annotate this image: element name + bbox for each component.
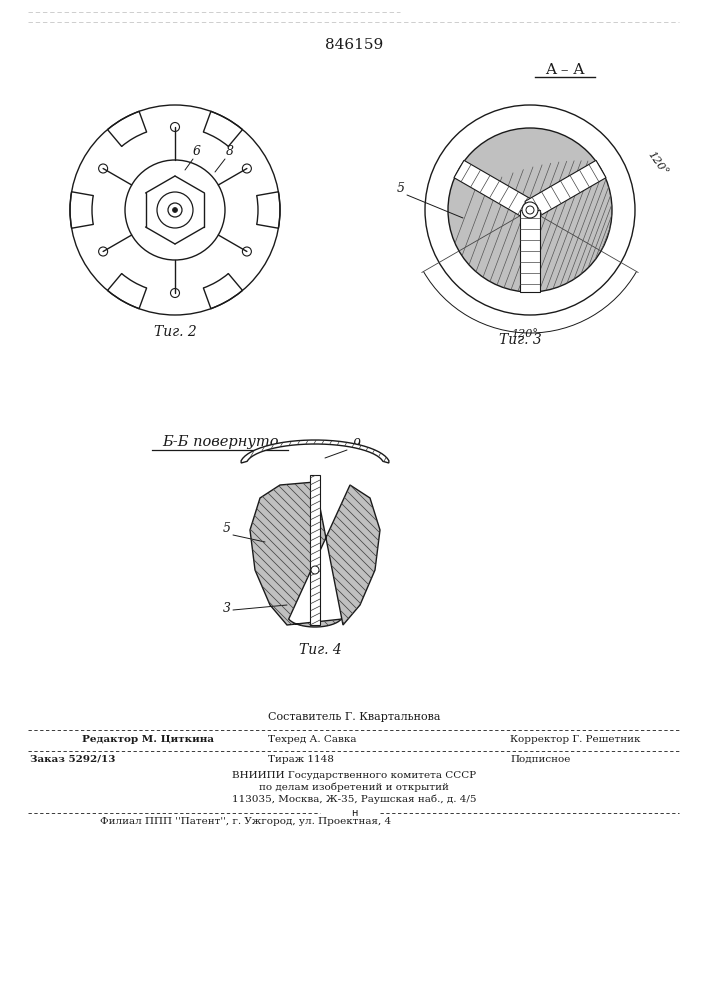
Text: 120°: 120° [511,329,539,339]
Text: Редактор М. Циткина: Редактор М. Циткина [82,735,214,744]
Text: 8: 8 [226,145,234,158]
Text: ВНИИПИ Государственного комитета СССР: ВНИИПИ Государственного комитета СССР [232,771,476,780]
Polygon shape [241,440,389,463]
Polygon shape [454,160,535,219]
Polygon shape [525,160,606,219]
Text: 5: 5 [397,182,405,195]
Text: Техред А. Савка: Техред А. Савка [268,735,356,744]
Circle shape [526,206,534,214]
Text: 113035, Москва, Ж-35, Раушская наб., д. 4/5: 113035, Москва, Ж-35, Раушская наб., д. … [232,795,477,804]
Circle shape [311,566,319,574]
Text: Τиг. 2: Τиг. 2 [153,325,197,339]
Text: н: н [351,808,357,818]
Circle shape [448,128,612,292]
Text: 120°: 120° [645,149,669,177]
Text: 6: 6 [193,145,201,158]
Text: Подписное: Подписное [510,755,571,764]
Text: Филиал ППП ''Патент'', г. Ужгород, ул. Проектная, 4: Филиал ППП ''Патент'', г. Ужгород, ул. П… [100,817,391,826]
Text: Τиг. 3: Τиг. 3 [498,333,542,347]
Text: Корректор Г. Решетник: Корректор Г. Решетник [510,735,641,744]
Text: Б-Б повернуто: Б-Б повернуто [162,435,279,449]
Text: Τиг. 4: Τиг. 4 [298,643,341,657]
Text: Составитель Г. Квартальнова: Составитель Г. Квартальнова [268,712,440,722]
Text: 3: 3 [223,602,231,615]
Text: 846159: 846159 [325,38,383,52]
Text: Заказ 5292/13: Заказ 5292/13 [30,755,115,764]
Polygon shape [250,482,380,627]
Text: по делам изобретений и открытий: по делам изобретений и открытий [259,783,449,792]
Text: 9: 9 [353,438,361,451]
Bar [310,475,320,625]
Circle shape [522,202,538,218]
Polygon shape [520,210,540,292]
Text: 5: 5 [223,522,231,535]
Bar [310,475,320,625]
Text: Тираж 1148: Тираж 1148 [268,755,334,764]
Circle shape [173,208,177,213]
Text: A – A: A – A [545,63,585,77]
